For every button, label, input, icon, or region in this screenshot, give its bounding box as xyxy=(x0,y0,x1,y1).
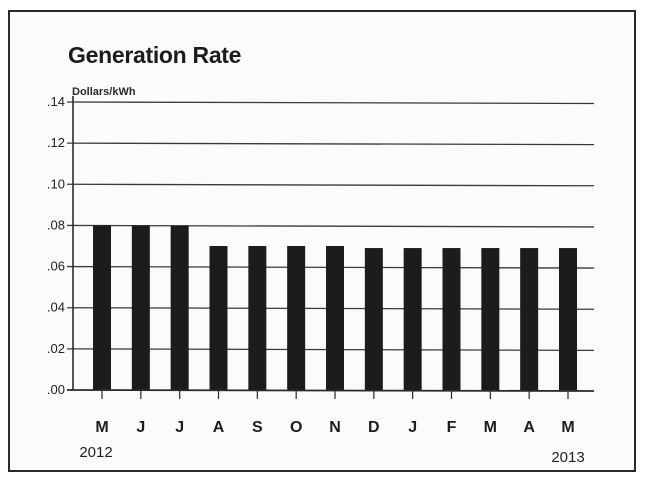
x-tick-label: A xyxy=(523,419,535,436)
chart-frame xyxy=(8,10,636,472)
x-tick-label: M xyxy=(95,419,108,436)
bar xyxy=(442,248,461,390)
bar xyxy=(170,225,189,390)
x-tick-label: M xyxy=(561,419,574,436)
x-tick-label: N xyxy=(329,419,341,436)
x-tick-label: F xyxy=(447,419,457,436)
bar xyxy=(403,248,422,390)
gridline xyxy=(66,142,595,146)
bar xyxy=(93,225,111,390)
x-tick-label: D xyxy=(368,419,380,436)
grid-layer xyxy=(66,101,595,352)
y-tick-label: .08 xyxy=(47,217,65,232)
x-tick-label: M xyxy=(484,419,497,436)
y-tick-label: .06 xyxy=(47,259,65,274)
year-label-start: 2012 xyxy=(79,444,112,461)
bar xyxy=(287,246,306,390)
y-axis-label: Dollars/kWh xyxy=(72,86,136,98)
year-label-end: 2013 xyxy=(551,449,584,466)
y-tick-label: .14 xyxy=(47,94,65,109)
y-tick-label: .12 xyxy=(47,135,65,150)
axis-layer xyxy=(66,96,595,399)
bar xyxy=(481,248,500,390)
bar xyxy=(209,246,228,390)
x-tick-label: A xyxy=(213,419,225,436)
x-tick-label: O xyxy=(290,419,302,436)
y-tick-label: .02 xyxy=(47,341,65,356)
x-tick-label: J xyxy=(136,419,145,436)
bar xyxy=(364,248,383,390)
y-tick-label: .00 xyxy=(47,382,65,397)
bar xyxy=(326,246,344,390)
y-tick-label: .10 xyxy=(47,176,65,191)
gridline xyxy=(66,101,595,105)
x-axis-line xyxy=(66,389,595,392)
bar xyxy=(248,246,267,390)
bar xyxy=(559,248,577,390)
x-tick-label: J xyxy=(408,419,417,436)
x-tick-label: S xyxy=(252,419,263,436)
gridline xyxy=(66,224,595,228)
bar xyxy=(520,248,539,390)
gridline xyxy=(66,183,595,187)
x-tick-label: J xyxy=(175,419,184,436)
label-layer: .00 .02 .04 .06 .08 .10 .12 .14 M J J A S O N D J F M A M 201… xyxy=(47,94,585,466)
y-tick-label: .04 xyxy=(47,300,65,315)
bar xyxy=(131,225,150,390)
chart-title: Generation Rate xyxy=(68,42,242,68)
bar-layer xyxy=(93,225,577,390)
